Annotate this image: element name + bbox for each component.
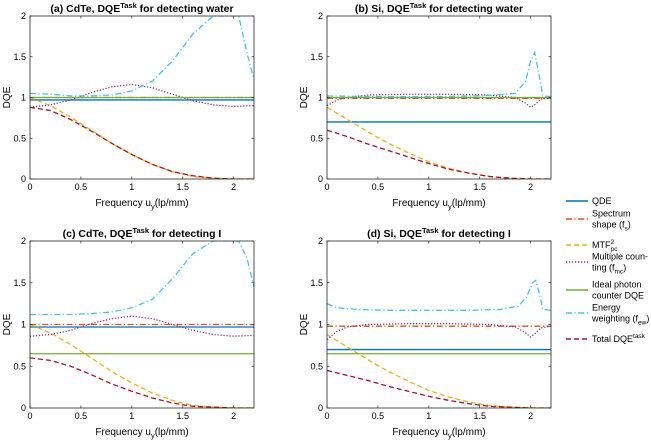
series-line-total-dqe-task — [327, 129, 551, 179]
y-axis-label: DQE — [2, 313, 13, 335]
x-tick-label: 0 — [27, 182, 32, 192]
series-line-total-dqe-task — [30, 106, 254, 179]
y-tick-label: 0 — [21, 174, 26, 184]
legend-label: counter DQE — [592, 291, 644, 301]
panel-title: (a) CdTe, DQETask for detecting water — [50, 1, 233, 15]
y-tick-label: 0 — [21, 403, 26, 413]
y-tick-label: 1.5 — [310, 52, 323, 62]
y-tick-label: 0.5 — [13, 361, 26, 371]
y-tick-label: 2 — [21, 236, 26, 246]
panel-title: (d) Si, DQETask for detecting I — [367, 226, 511, 240]
y-tick-label: 2 — [21, 11, 26, 21]
legend-entry: QDE — [566, 196, 612, 206]
legend-label: weighting (few) — [591, 314, 649, 327]
y-axis-label: DQE — [299, 86, 310, 108]
x-tick-label: 0 — [27, 411, 32, 421]
y-tick-label: 0 — [318, 174, 323, 184]
x-tick-label: 2 — [231, 411, 236, 421]
x-tick-label: 1 — [129, 182, 134, 192]
x-tick-label: 1.5 — [473, 411, 486, 421]
legend-label: Spectrum — [592, 209, 631, 219]
x-axis-label: Frequency uy(lp/mm) — [95, 198, 188, 211]
x-axis-label: Frequency uy(lp/mm) — [392, 198, 485, 211]
x-tick-label: 2 — [528, 411, 533, 421]
x-tick-label: 1.5 — [176, 182, 189, 192]
legend-label: Ideal photon — [592, 280, 642, 290]
x-tick-label: 1 — [426, 411, 431, 421]
series-line-mtf2pc — [327, 333, 551, 408]
plot-area — [327, 241, 551, 408]
panel-3: 0 0.5 1 1.5 2 0 0.5 1 1.5 2 (c) CdTe, DQETask for … — [2, 226, 255, 440]
series-line-energy-weighting — [327, 279, 551, 311]
series-line-energy-weighting — [327, 50, 551, 98]
y-tick-label: 2 — [318, 11, 323, 21]
x-axis-label: Frequency uy(lp/mm) — [95, 427, 188, 440]
legend-label: shape (fs) — [592, 220, 631, 233]
series-line-mtf2pc — [30, 323, 254, 408]
legend-label: ting (fmc) — [592, 263, 626, 276]
legend-label: Energy — [592, 303, 621, 313]
y-tick-label: 1.5 — [13, 52, 26, 62]
legend-label: Total DQEtask — [592, 333, 646, 344]
y-tick-label: 1 — [21, 320, 26, 330]
y-tick-label: 1.5 — [13, 278, 26, 288]
y-tick-label: 1 — [21, 93, 26, 103]
y-tick-label: 0.5 — [310, 361, 323, 371]
x-axis-label: Frequency uy(lp/mm) — [392, 427, 485, 440]
series-line-total-dqe-task — [327, 369, 551, 408]
legend-entry: Multiple coun-ting (fmc) — [566, 252, 648, 276]
legend-entry: Total DQEtask — [566, 333, 646, 344]
panel-4: 0 0.5 1 1.5 2 0 0.5 1 1.5 2 (d) Si, DQETask for de… — [299, 226, 552, 440]
series-line-energy-weighting — [30, 16, 254, 97]
y-axis-label: DQE — [2, 86, 13, 108]
x-tick-label: 0 — [324, 411, 329, 421]
series-line-multiple-counting — [327, 323, 551, 341]
x-tick-label: 2 — [528, 182, 533, 192]
y-axis-label: DQE — [299, 313, 310, 335]
series-line-multiple-counting — [30, 315, 254, 337]
y-tick-label: 1 — [318, 320, 323, 330]
x-tick-label: 0.5 — [75, 411, 88, 421]
panel-title: (c) CdTe, DQETask for detecting I — [63, 226, 222, 240]
y-tick-label: 1 — [318, 93, 323, 103]
y-tick-label: 1.5 — [310, 278, 323, 288]
legend-entry: MTF2 pc — [566, 239, 618, 253]
series-line-energy-weighting — [30, 241, 254, 316]
panel-title: (b) Si, DQETask for detecting water — [355, 1, 523, 15]
x-tick-label: 0.5 — [75, 182, 88, 192]
legend-label: Multiple coun- — [592, 252, 648, 262]
x-tick-label: 2 — [231, 182, 236, 192]
x-tick-label: 1.5 — [176, 411, 189, 421]
x-tick-label: 1.5 — [473, 182, 486, 192]
x-tick-label: 0 — [324, 182, 329, 192]
legend-label: QDE — [592, 196, 612, 206]
x-tick-label: 1 — [426, 182, 431, 192]
x-tick-label: 0.5 — [372, 182, 385, 192]
y-tick-label: 0.5 — [310, 133, 323, 143]
legend-label: MTF2 pc — [592, 239, 618, 253]
panel-1: 0 0.5 1 1.5 2 0 0.5 1 1.5 2 (a) CdTe, DQETask for … — [2, 1, 255, 211]
x-tick-label: 1 — [129, 411, 134, 421]
y-tick-label: 0 — [318, 403, 323, 413]
y-tick-label: 0.5 — [13, 133, 26, 143]
panel-2: 0 0.5 1 1.5 2 0 0.5 1 1.5 2 (b) Si, DQETask for de… — [299, 1, 552, 211]
x-tick-label: 0.5 — [372, 411, 385, 421]
series-line-total-dqe-task — [30, 357, 254, 408]
y-tick-label: 2 — [318, 236, 323, 246]
